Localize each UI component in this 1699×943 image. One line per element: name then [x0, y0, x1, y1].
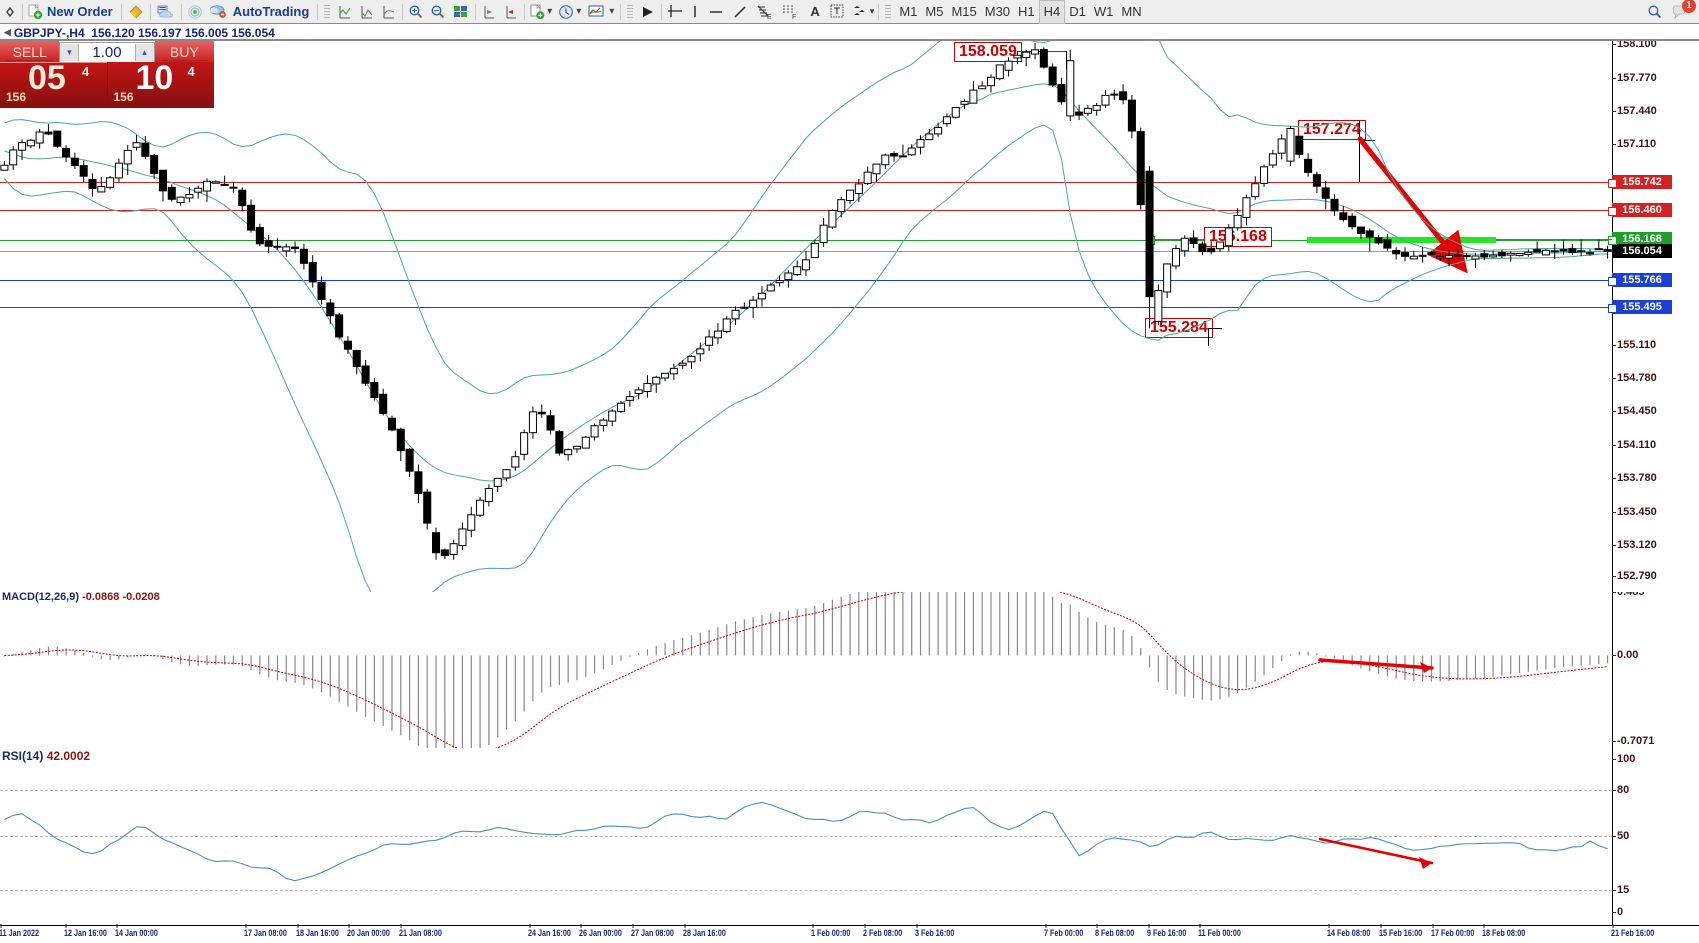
svg-text:F: F [792, 14, 796, 20]
svg-text:E: E [767, 14, 772, 20]
